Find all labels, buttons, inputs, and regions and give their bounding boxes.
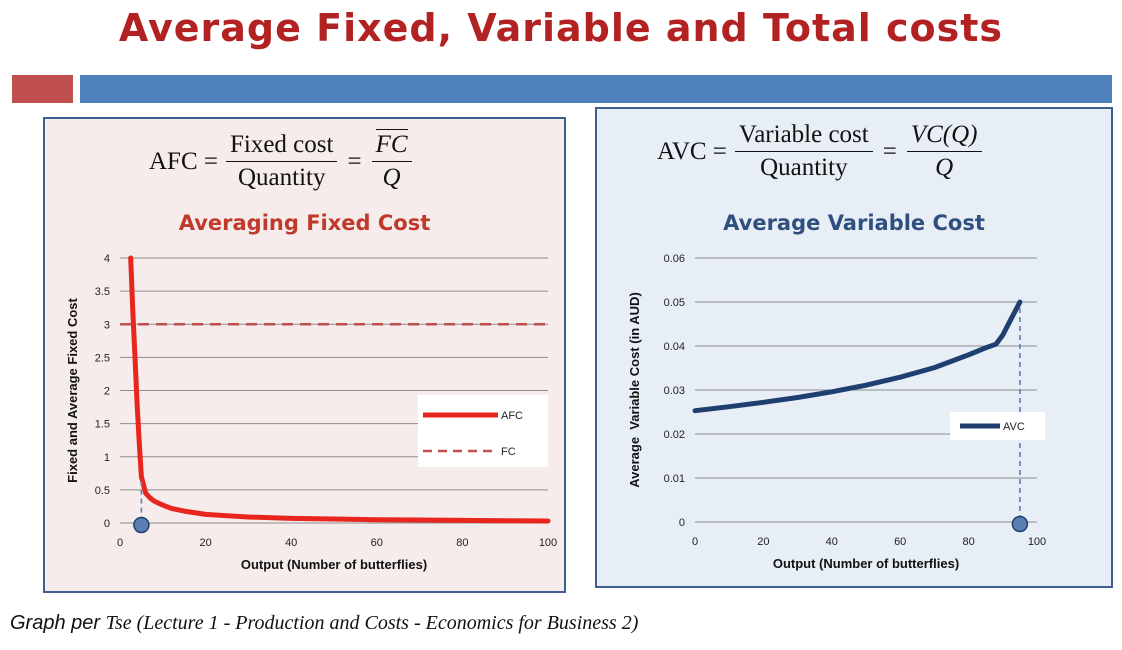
avc-formula-equals: = [882,137,897,165]
afc-ylabel: Fixed and Average Fixed Cost [65,297,80,482]
avc-xtick-label: 40 [826,536,838,548]
avc-ytick-label: 0.03 [664,385,685,397]
afc-formula: AFC = Fixed cost Quantity = FC Q [149,129,420,192]
afc-formula-symbolic-numerator: FC [371,129,412,162]
afc-legend-label-fc: FC [501,446,516,458]
avc-ytick-label: 0.02 [664,429,685,441]
avc-formula: AVC = Variable cost Quantity = VC(Q) Q [657,121,990,182]
afc-formula-symbolic-fraction: FC Q [371,129,412,192]
afc-xlabel: Output (Number of butterflies) [241,557,427,572]
avc-formula-fraction: Variable cost Quantity [734,121,873,182]
avc-ytick-label: 0.06 [664,253,685,265]
avc-xtick-label: 60 [894,536,906,548]
afc-ytick-label: 0 [104,518,110,530]
accent-bar-blue [80,75,1112,103]
afc-xtick-label: 20 [199,537,211,549]
avc-chart: 0 0.01 0.02 0.03 0.04 0.05 0.06 0 20 40 60 80 100 Out… [627,253,1046,571]
afc-xtick-label: 0 [117,537,123,549]
afc-formula-fraction: Fixed cost Quantity [225,131,338,192]
avc-series-avc-line [692,299,1023,414]
afc-legend-box [418,395,548,467]
afc-subtitle: Averaging Fixed Cost [178,211,431,235]
avc-formula-symbolic-denominator: Q [935,154,954,181]
avc-formula-numerator: Variable cost [734,121,873,152]
afc-formula-lhs: AFC = [149,147,218,175]
avc-xtick-label: 20 [757,536,769,548]
caption-lead: Graph per [10,612,101,634]
avc-xlabel: Output (Number of butterflies) [773,556,959,571]
afc-ytick-label: 2.5 [95,352,110,364]
avc-legend-label-avc: AVC [1003,421,1025,433]
afc-formula-denominator: Quantity [237,164,326,191]
avc-xtick-label: 100 [1028,536,1046,548]
avc-subtitle: Average Variable Cost [723,211,985,235]
afc-marker-dot [133,516,150,534]
avc-formula-lhs: AVC = [657,137,727,165]
accent-bar-red [12,75,73,103]
avc-xtick-label: 80 [962,536,974,548]
afc-formula-numerator: Fixed cost [225,131,338,162]
afc-ytick-label: 4 [104,253,110,265]
afc-xtick-label: 100 [539,537,557,549]
avc-panel: AVC = Variable cost Quantity = VC(Q) Q A… [595,107,1113,588]
caption-source: Tse (Lecture 1 - Production and Costs - … [105,612,639,634]
afc-formula-equals: = [347,147,362,175]
afc-ytick-label: 1 [104,452,110,464]
afc-ytick-label: 3.5 [95,286,110,298]
slide-title: Average Fixed, Variable and Total costs [118,6,1004,50]
afc-ytick-label: 0.5 [95,485,110,497]
avc-formula-denominator: Quantity [760,154,848,181]
avc-formula-symbolic-numerator: VC(Q) [906,121,982,152]
afc-legend-label-afc: AFC [501,410,523,422]
afc-xtick-label: 40 [285,537,297,549]
afc-formula-fc-overline: FC [375,129,408,158]
avc-ytick-label: 0.05 [664,297,685,309]
afc-ytick-label: 1.5 [95,419,110,431]
avc-formula-symbolic-fraction: VC(Q) Q [906,121,982,182]
avc-ytick-label: 0.04 [664,341,685,353]
avc-ytick-label: 0.01 [664,473,685,485]
afc-xtick-label: 80 [456,537,468,549]
afc-ytick-label: 3 [104,319,110,331]
figure-caption: Graph per Tse (Lecture 1 - Production an… [10,612,638,635]
avc-marker-dot [1011,515,1029,533]
afc-formula-symbolic-denominator: Q [382,164,401,191]
afc-xtick-label: 60 [371,537,383,549]
afc-ytick-label: 2 [104,386,110,398]
avc-ytick-label: 0 [679,517,685,529]
afc-panel: AFC = Fixed cost Quantity = FC Q Averagi… [43,117,566,593]
avc-xtick-label: 0 [692,536,698,548]
afc-series-afc-line [128,255,551,524]
avc-ylabel: Average Variable Cost (in AUD) [627,292,642,488]
